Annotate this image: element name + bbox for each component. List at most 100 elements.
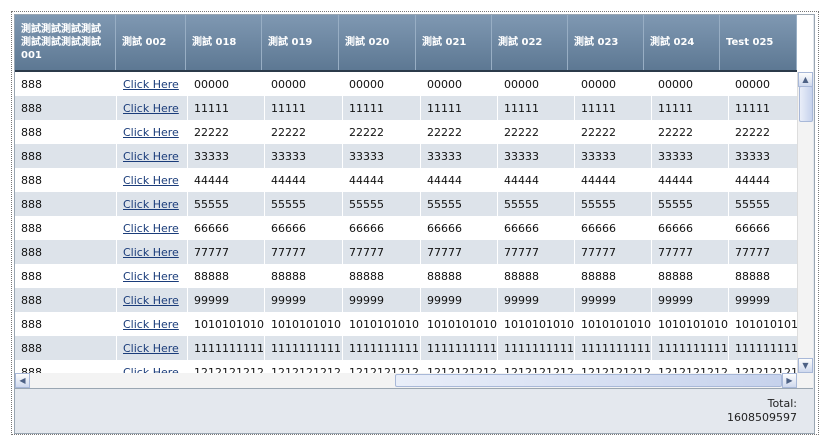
- grid-cell: 888: [15, 72, 117, 96]
- grid-cell: 44444: [420, 168, 498, 192]
- grid-cell: 22222: [420, 120, 498, 144]
- column-header[interactable]: 測試 002: [116, 15, 186, 70]
- grid-row: 888 Click Here 55555 55555 55555 55555 55555 55…: [15, 192, 797, 216]
- column-header[interactable]: 測試 021: [416, 15, 492, 70]
- grid-cell: 66666: [651, 216, 729, 240]
- grid-cell: 1212121212: [574, 360, 652, 373]
- grid-cell: 22222: [264, 120, 343, 144]
- scroll-left[interactable]: ◀: [15, 373, 30, 388]
- grid-cell: 99999: [497, 288, 575, 312]
- link[interactable]: Click Here: [123, 365, 179, 374]
- link[interactable]: Click Here: [123, 125, 179, 139]
- link[interactable]: Click Here: [123, 317, 179, 331]
- grid-cell: Click Here: [116, 192, 188, 216]
- grid-cell: 55555: [187, 192, 265, 216]
- link[interactable]: Click Here: [123, 293, 179, 307]
- grid-cell: 88888: [187, 264, 265, 288]
- grid-cell: 66666: [264, 216, 343, 240]
- grid-cell: 1212121212: [187, 360, 265, 373]
- grid-row: 888 Click Here 1111111111 1111111111 1111111…: [15, 336, 797, 360]
- grid-cell: 99999: [264, 288, 343, 312]
- grid-cell: 1010101010: [187, 312, 265, 336]
- grid-row: 888 Click Here 33333 33333 33333 33333 33333 33…: [15, 144, 797, 168]
- grid-cell: 22222: [651, 120, 729, 144]
- grid-cell: 00000: [187, 72, 265, 96]
- grid-cell: 22222: [342, 120, 421, 144]
- grid-cell: Click Here: [116, 168, 188, 192]
- grid-cell: 88888: [651, 264, 729, 288]
- grid-cell: 22222: [728, 120, 797, 144]
- grid-cell: 22222: [497, 120, 575, 144]
- grid-cell: Click Here: [116, 240, 188, 264]
- link[interactable]: Click Here: [123, 77, 179, 91]
- column-header[interactable]: 測試 020: [339, 15, 416, 70]
- link[interactable]: Click Here: [123, 101, 179, 115]
- grid-cell: 99999: [342, 288, 421, 312]
- grid-cell: 77777: [651, 240, 729, 264]
- grid-cell: 33333: [420, 144, 498, 168]
- link[interactable]: Click Here: [123, 197, 179, 211]
- grid-cell: 44444: [728, 168, 797, 192]
- grid-cell: 888: [15, 336, 117, 360]
- column-header[interactable]: 測試 024: [644, 15, 720, 70]
- grid-cell: 44444: [574, 168, 652, 192]
- grid-cell: 22222: [187, 120, 265, 144]
- link[interactable]: Click Here: [123, 269, 179, 283]
- grid-cell: 1010101010: [574, 312, 652, 336]
- grid-cell: 77777: [264, 240, 343, 264]
- grid-cell: Click Here: [116, 120, 188, 144]
- column-header[interactable]: 測試 018: [186, 15, 262, 70]
- column-header[interactable]: 測試 019: [262, 15, 339, 70]
- grid-cell: 888: [15, 288, 117, 312]
- scroll-right[interactable]: ▶: [782, 373, 797, 388]
- column-header[interactable]: Test 025: [720, 15, 797, 70]
- grid-cell: 1010101010: [264, 312, 343, 336]
- total-value: 1608509597: [727, 411, 797, 424]
- grid-cell: 66666: [728, 216, 797, 240]
- grid-cell: 55555: [342, 192, 421, 216]
- grid-cell: 99999: [728, 288, 797, 312]
- grid-cell: 77777: [574, 240, 652, 264]
- grid-cell: 00000: [728, 72, 797, 96]
- column-header[interactable]: 測試測試測試測試測試測試測試測試 001: [15, 15, 116, 70]
- grid-cell: 1111111111: [264, 336, 343, 360]
- link[interactable]: Click Here: [123, 149, 179, 163]
- grid-cell: 1111111111: [728, 336, 797, 360]
- vertical-scrollbar[interactable]: ▲ ▼: [797, 72, 813, 373]
- grid-cell: 33333: [574, 144, 652, 168]
- scroll-thumb[interactable]: [395, 374, 782, 387]
- grid-cell: 44444: [497, 168, 575, 192]
- grid-cell: 11111: [264, 96, 343, 120]
- link[interactable]: Click Here: [123, 245, 179, 259]
- column-header[interactable]: 測試 023: [568, 15, 644, 70]
- grid-row: 888 Click Here 22222 22222 22222 22222 22222 22…: [15, 120, 797, 144]
- grid-cell: 888: [15, 360, 117, 373]
- grid-cell: 1010101010: [651, 312, 729, 336]
- column-header[interactable]: 測試 022: [492, 15, 568, 70]
- header-corner: [797, 15, 813, 72]
- grid-cell: 22222: [574, 120, 652, 144]
- grid-cell: 99999: [651, 288, 729, 312]
- link[interactable]: Click Here: [123, 173, 179, 187]
- grid-cell: 33333: [651, 144, 729, 168]
- grid-cell: 88888: [497, 264, 575, 288]
- grid-cell: Click Here: [116, 360, 188, 374]
- grid-cell: 77777: [187, 240, 265, 264]
- scroll-down[interactable]: ▼: [798, 358, 813, 373]
- grid-cell: 99999: [574, 288, 652, 312]
- grid-cell: 11111: [420, 96, 498, 120]
- grid-cell: 55555: [728, 192, 797, 216]
- grid-row: 888 Click Here 77777 77777 77777 77777 77777 77…: [15, 240, 797, 264]
- grid-cell: 888: [15, 120, 117, 144]
- header-row: 測試測試測試測試測試測試測試測試 001 測試 002 測試 018 測試 019 測試…: [15, 15, 797, 72]
- grid-cell: 44444: [651, 168, 729, 192]
- grid-cell: 1010101010: [497, 312, 575, 336]
- grid-cell: 1212121212: [651, 360, 729, 373]
- link[interactable]: Click Here: [123, 341, 179, 355]
- horizontal-scrollbar[interactable]: ◀ ▶: [15, 373, 813, 388]
- grid-cell: 77777: [420, 240, 498, 264]
- scroll-thumb[interactable]: [799, 86, 813, 122]
- scroll-up[interactable]: ▲: [798, 72, 813, 87]
- grid-cell: 1111111111: [497, 336, 575, 360]
- link[interactable]: Click Here: [123, 221, 179, 235]
